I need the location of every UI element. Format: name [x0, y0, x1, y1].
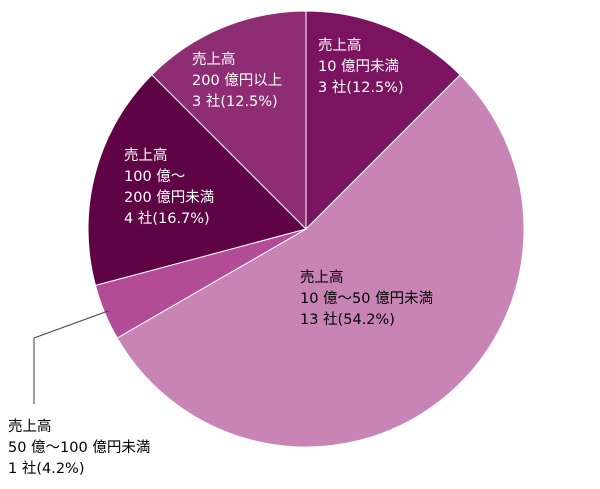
slice-label-line: 10 億円未満 — [318, 58, 399, 75]
slice-label-1: 売上高 10 億円未満 3 社(12.5%) — [318, 37, 404, 96]
slice-label-line: 50 億～100 億円未満 — [8, 439, 150, 456]
slice-label-line: 売上高 — [124, 147, 168, 164]
pie-slice-5 — [151, 10, 307, 231]
slice-label-3: 売上高 50 億～100 億円未満 1 社(4.2%) — [8, 418, 150, 477]
slice-label-line: 13 社(54.2%) — [300, 311, 395, 328]
slice-label-line: 1 社(4.2%) — [8, 460, 85, 477]
leader-line — [33, 310, 109, 404]
slice-label-line: 10 億～50 億円未満 — [300, 290, 433, 307]
slice-label-line: 4 社(16.7%) — [124, 210, 210, 227]
slice-label-line: 200 億円未満 — [124, 189, 214, 206]
slice-label-5: 売上高 200 億円以上 3 社(12.5%) — [192, 51, 282, 110]
slice-label-line: 3 社(12.5%) — [318, 79, 404, 96]
pie-slice-1 — [305, 10, 461, 231]
slice-label-4: 売上高 100 億～ 200 億円未満 4 社(16.7%) — [124, 147, 214, 227]
slice-label-line: 100 億～ — [124, 168, 185, 185]
slice-label-line: 売上高 — [318, 37, 362, 54]
pie-slice-2 — [116, 74, 525, 448]
pie-slice-4 — [87, 74, 307, 287]
slice-label-line: 売上高 — [8, 418, 52, 435]
slice-label-2: 売上高 10 億～50 億円未満 13 社(54.2%) — [300, 269, 433, 328]
slice-label-line: 売上高 — [192, 51, 236, 68]
slice-label-line: 3 社(12.5%) — [192, 93, 278, 110]
slice-label-line: 200 億円以上 — [192, 72, 282, 89]
pie-labels: 売上高 10 億円未満 3 社(12.5%) 売上高 10 億～50 億円未満 13 社(… — [8, 37, 433, 477]
pie-slices — [87, 10, 525, 448]
slice-label-line: 売上高 — [300, 269, 344, 286]
